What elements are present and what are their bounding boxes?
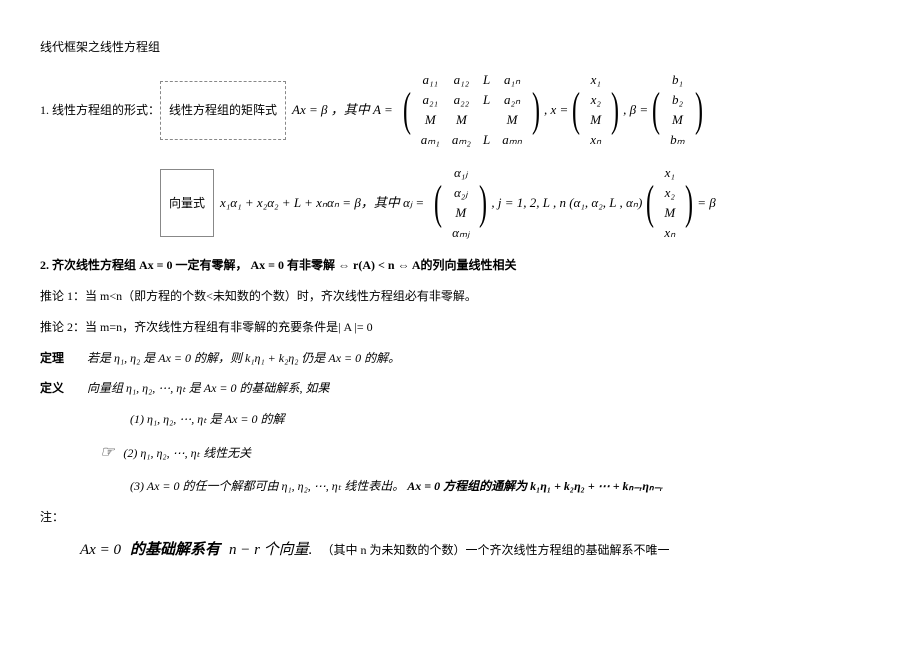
item-3: (3) Ax = 0 的任一个解都可由 η₁, η₂, ⋯, ηₜ 线性表出。 … [130,478,880,495]
vector-alpha: ( α₁ⱼα₂ⱼ Mαₘⱼ ) [430,163,491,244]
corollary-1: 推论 1：当 m<n（即方程的个数<未知数的个数）时，齐次线性方程组必有非零解。 [40,288,880,305]
vector-b: ( b₁b₂ Mbₘ ) [648,70,707,151]
eq-beta: = β [697,194,716,212]
final-line: Ax = 0 的基础解系有 n − r 个向量. （其中 n 为未知数的个数）一… [80,540,880,561]
note-label: 注： [40,509,880,526]
section-1-row2: 向量式 x₁α₁ + x₂α₂ + L + xₙαₙ = β，其中 αⱼ = (… [160,163,880,244]
corollary-2: 推论 2：当 m=n，齐次线性方程组有非零解的充要条件是| A |= 0 [40,319,880,336]
definition: 定义 向量组 η₁, η₂, ⋯, ηₜ 是 Ax = 0 的基础解系, 如果 [40,380,880,397]
definition-body: 向量组 η₁, η₂, ⋯, ηₜ 是 Ax = 0 的基础解系, 如果 [87,381,330,395]
item-2: ☞ (2) η₁, η₂, ⋯, ηₜ 线性无关 [100,442,880,464]
theorem-body: 若是 η₁, η₂ 是 Ax = 0 的解，则 k₁η₁ + k₂η₂ 仍是 A… [87,351,400,365]
vector-x2: ( x₁x₂ Mxₙ ) [642,163,697,244]
pointer-icon: ☞ [100,442,114,464]
box-matrix-form: 线性方程组的矩阵式 [160,81,286,140]
definition-label: 定义 [40,381,64,395]
sec1-label: 1. 线性方程组的形式： [40,102,160,119]
mid1: , x = [544,101,568,119]
vector-x: ( x₁x₂ Mxₙ ) [568,70,623,151]
mid3: , j = 1, 2, L , n (α₁, α₂, L , αₙ) [491,194,642,212]
theorem-label: 定理 [40,351,64,365]
theorem: 定理 若是 η₁, η₂ 是 Ax = 0 的解，则 k₁η₁ + k₂η₂ 仍… [40,350,880,367]
mid2: , β = [623,101,648,119]
section-1-row1: 1. 线性方程组的形式： 线性方程组的矩阵式 Ax = β ，其中 A = ( … [40,70,880,151]
page-title: 线代框架之线性方程组 [40,39,880,56]
matrix-A: ( a₁₁a₁₂La₁ₙ a₂₁a₂₂La₂ₙ MMM aₘ₁aₘ₂Laₘₙ ) [399,70,544,151]
section-2: 2. 齐次线性方程组 Ax = 0 一定有零解， Ax = 0 有非零解 ⇔ r… [40,257,880,274]
box-vector-form: 向量式 [160,169,214,238]
item-1: (1) η₁, η₂, ⋯, ηₜ 是 Ax = 0 的解 [130,411,880,428]
eq-ax-beta: Ax = β ，其中 A = [292,101,393,119]
eq-vector: x₁α₁ + x₂α₂ + L + xₙαₙ = β，其中 αⱼ = [220,194,424,212]
